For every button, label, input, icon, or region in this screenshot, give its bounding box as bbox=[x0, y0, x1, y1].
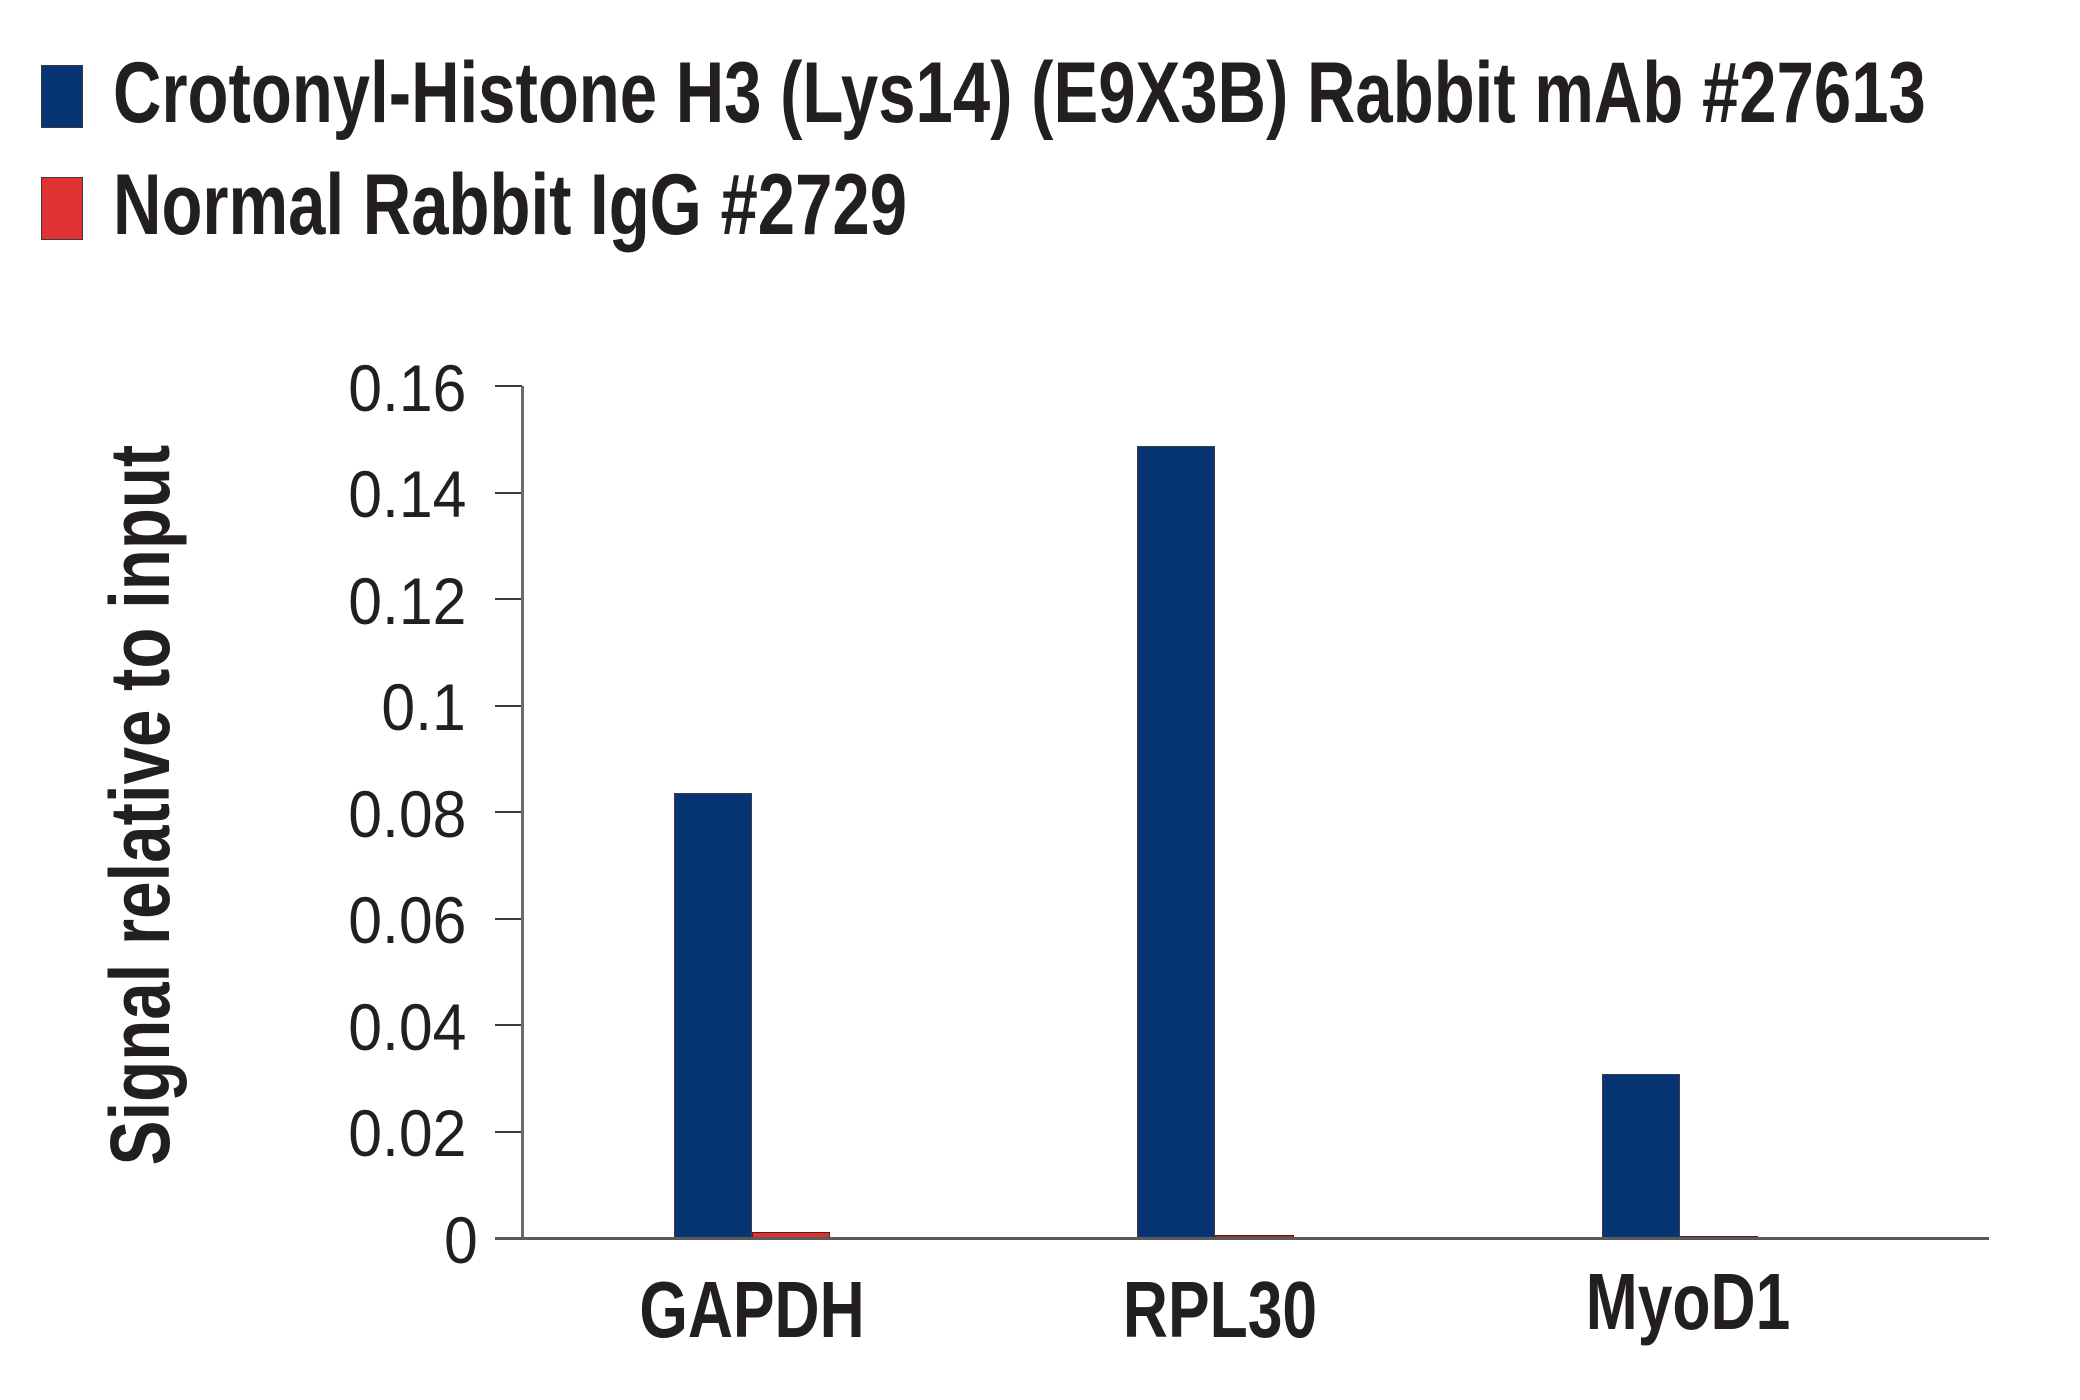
y-axis-title: Signal relative to input bbox=[93, 444, 187, 1166]
legend-label: Crotonyl-Histone H3 (Lys14) (E9X3B) Rabb… bbox=[113, 45, 1926, 141]
legend-swatch-red bbox=[41, 177, 83, 240]
y-tick-label: 0.1 bbox=[381, 670, 466, 744]
y-tick bbox=[495, 385, 522, 387]
y-tick-label: 0.12 bbox=[347, 564, 466, 638]
y-tick-label: 0 bbox=[444, 1203, 478, 1277]
y-tick bbox=[495, 705, 522, 707]
x-category-label-myod1: MyoD1 bbox=[1585, 1257, 1791, 1346]
y-tick bbox=[495, 811, 522, 813]
y-tick bbox=[495, 1131, 522, 1133]
y-tick-label: 0.08 bbox=[347, 777, 466, 851]
legend-label: Normal Rabbit IgG #2729 bbox=[113, 157, 908, 253]
y-tick bbox=[495, 598, 522, 600]
y-tick-label: 0.14 bbox=[347, 457, 466, 531]
y-tick-label: 0.06 bbox=[347, 883, 466, 957]
legend-swatch-blue bbox=[41, 65, 83, 128]
y-tick-label: 0.04 bbox=[347, 990, 466, 1064]
y-tick bbox=[495, 918, 522, 920]
bar-gapdh-crotonyl bbox=[674, 793, 752, 1238]
y-tick bbox=[495, 1024, 522, 1026]
x-category-label-rpl30: RPL30 bbox=[1122, 1265, 1318, 1354]
y-tick bbox=[495, 492, 522, 494]
y-axis-line bbox=[521, 386, 524, 1239]
y-tick-label: 0.02 bbox=[347, 1096, 466, 1170]
y-tick-label: 0.16 bbox=[347, 351, 466, 425]
x-category-label-gapdh: GAPDH bbox=[639, 1265, 865, 1354]
x-axis-line bbox=[495, 1237, 1989, 1240]
bar-myod1-crotonyl bbox=[1602, 1074, 1680, 1238]
bar-rpl30-crotonyl bbox=[1137, 446, 1215, 1238]
